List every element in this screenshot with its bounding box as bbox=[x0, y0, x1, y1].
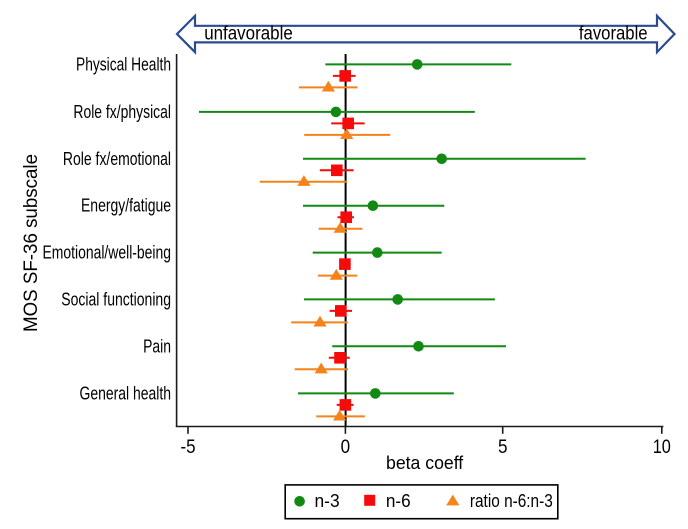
svg-text:10: 10 bbox=[653, 437, 671, 458]
svg-text:Social functioning: Social functioning bbox=[61, 289, 171, 309]
svg-text:0: 0 bbox=[341, 437, 351, 458]
svg-text:ratio n-6:n-3: ratio n-6:n-3 bbox=[470, 491, 553, 511]
svg-text:Physical Health: Physical Health bbox=[76, 54, 171, 74]
svg-text:beta coeff: beta coeff bbox=[386, 452, 464, 473]
svg-text:unfavorable: unfavorable bbox=[204, 24, 293, 45]
svg-text:-5: -5 bbox=[180, 437, 195, 458]
svg-text:MOS SF-36 subscale: MOS SF-36 subscale bbox=[21, 154, 42, 332]
svg-text:Role fx/physical: Role fx/physical bbox=[73, 102, 171, 122]
svg-text:5: 5 bbox=[498, 437, 508, 458]
svg-text:favorable: favorable bbox=[579, 24, 648, 45]
svg-text:Energy/fatigue: Energy/fatigue bbox=[81, 196, 171, 216]
svg-text:Emotional/well-being: Emotional/well-being bbox=[43, 243, 172, 263]
svg-text:Pain: Pain bbox=[143, 336, 171, 356]
svg-text:General health: General health bbox=[80, 383, 172, 403]
svg-text:Role fx/emotional: Role fx/emotional bbox=[63, 149, 171, 169]
svg-text:n-3: n-3 bbox=[315, 491, 340, 511]
svg-text:n-6: n-6 bbox=[386, 491, 411, 511]
